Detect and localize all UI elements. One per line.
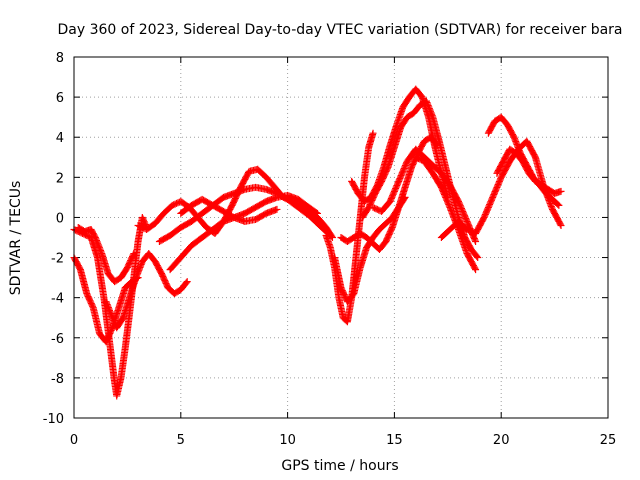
- data-point: [182, 279, 190, 287]
- y-tick-label: 0: [56, 211, 64, 226]
- chart-title: Day 360 of 2023, Sidereal Day-to-day VTE…: [57, 22, 622, 38]
- data-point: [555, 201, 563, 209]
- data-point: [473, 252, 481, 260]
- y-tick-label: -4: [51, 292, 64, 307]
- data-point: [556, 220, 564, 228]
- data-point: [183, 278, 191, 286]
- x-tick-label: 0: [70, 433, 78, 448]
- series-arc-2: [70, 254, 142, 346]
- series-arc-7: [166, 191, 322, 274]
- data-point: [129, 251, 137, 259]
- y-tick-label: -6: [51, 332, 64, 347]
- y-axis-label: SDTVAR / TECUs: [8, 181, 24, 296]
- x-axis-label: GPS time / hours: [281, 458, 398, 474]
- axis-ticks: 0 5 10 15 20 25 -10 -8 -6 -4 -2 0 2 4 6 8: [43, 51, 617, 448]
- y-tick-label: 8: [56, 51, 64, 66]
- series-arc-4: [102, 250, 191, 332]
- x-tick-label: 25: [600, 433, 617, 448]
- data-point: [471, 264, 479, 272]
- data-point: [557, 221, 565, 229]
- y-tick-label: -2: [51, 252, 64, 267]
- data-point: [472, 238, 480, 246]
- data-points: [70, 85, 565, 400]
- plot-frame: [73, 56, 609, 419]
- y-tick-label: 6: [56, 91, 64, 106]
- x-tick-label: 15: [386, 433, 403, 448]
- data-point: [314, 209, 322, 217]
- series-arc-8: [177, 195, 281, 225]
- grid-lines: [74, 57, 608, 418]
- data-point: [471, 236, 479, 244]
- data-point: [554, 200, 562, 208]
- data-point: [312, 209, 320, 217]
- series-arc-18: [493, 145, 565, 197]
- x-tick-label: 20: [493, 433, 510, 448]
- data-point: [130, 250, 138, 258]
- data-point: [273, 205, 281, 213]
- y-tick-label: -8: [51, 372, 64, 387]
- data-point: [369, 129, 377, 137]
- series-arc-3: [74, 223, 138, 286]
- y-tick-label: 2: [56, 171, 64, 186]
- data-point: [557, 187, 565, 195]
- series-arc-14: [369, 145, 480, 246]
- data-point: [474, 254, 482, 262]
- y-tick-label: 4: [56, 131, 64, 146]
- x-tick-label: 10: [279, 433, 296, 448]
- data-point: [89, 302, 97, 310]
- x-tick-label: 5: [177, 433, 185, 448]
- y-tick-label: -10: [43, 412, 64, 427]
- data-point: [472, 266, 480, 274]
- series-arc-1: [70, 213, 151, 400]
